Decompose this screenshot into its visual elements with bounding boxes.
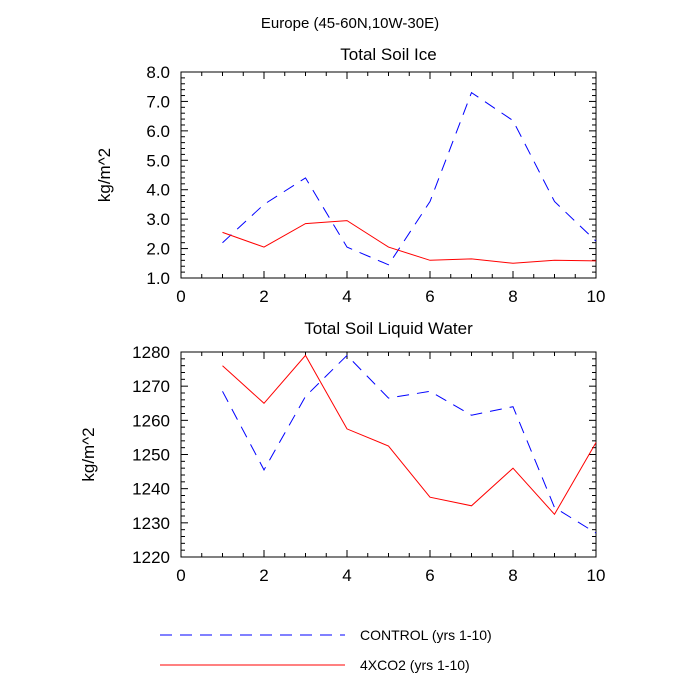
x-tick-label: 0 <box>176 566 185 585</box>
y-tick-label: 6.0 <box>146 122 170 141</box>
y-tick-label: 4.0 <box>146 181 170 200</box>
x-tick-label: 2 <box>259 566 268 585</box>
y-tick-label: 5.0 <box>146 151 170 170</box>
x-tick-label: 2 <box>259 287 268 306</box>
panel-title: Total Soil Liquid Water <box>304 319 473 338</box>
y-tick-label: 1260 <box>132 411 170 430</box>
y-tick-label: 7.0 <box>146 92 170 111</box>
y-tick-label: 1250 <box>132 446 170 465</box>
panel-title: Total Soil Ice <box>340 45 436 64</box>
y-tick-label: 1220 <box>132 548 170 567</box>
x-tick-label: 10 <box>587 287 606 306</box>
chart-panel-soil-liquid-water: 0 2 4 6 8 10 1220 1230 1240 1250 1260 1270 1280 Total… <box>79 319 605 585</box>
legend-label: CONTROL (yrs 1-10) <box>360 627 492 643</box>
x-tick-label: 8 <box>508 287 517 306</box>
y-tick-label: 8.0 <box>146 63 170 82</box>
y-tick-label: 1.0 <box>146 269 170 288</box>
y-tick-label: 2.0 <box>146 240 170 259</box>
figure-title: Europe (45-60N,10W-30E) <box>261 15 439 32</box>
tick-marks <box>180 71 597 279</box>
x-tick-label: 6 <box>425 287 434 306</box>
series-line-4xco2 <box>222 220 597 264</box>
y-axis-label: kg/m^2 <box>95 148 114 202</box>
x-tick-label: 6 <box>425 566 434 585</box>
legend: CONTROL (yrs 1-10) 4XCO2 (yrs 1-10) <box>160 627 492 673</box>
y-tick-label: 1280 <box>132 343 170 362</box>
series-line-control <box>222 91 597 266</box>
x-tick-label: 10 <box>587 566 606 585</box>
y-tick-label: 1230 <box>132 514 170 533</box>
chart-panels: 0 2 4 6 8 10 1.0 2.0 3.0 4.0 5.0 6.0 7.0 8.0 Total Soi… <box>79 45 605 585</box>
tick-marks <box>180 351 597 558</box>
series-line-4xco2 <box>222 354 597 516</box>
y-axis-label: kg/m^2 <box>79 427 98 481</box>
x-tick-label: 4 <box>342 287 351 306</box>
x-tick-label: 4 <box>342 566 351 585</box>
y-tick-label: 1270 <box>132 377 170 396</box>
y-tick-label: 3.0 <box>146 210 170 229</box>
series-line-control <box>222 354 597 534</box>
y-tick-label: 1240 <box>132 480 170 499</box>
chart-panel-soil-ice: 0 2 4 6 8 10 1.0 2.0 3.0 4.0 5.0 6.0 7.0 8.0 Total Soi… <box>95 45 605 306</box>
legend-label: 4XCO2 (yrs 1-10) <box>360 657 470 673</box>
x-tick-label: 8 <box>508 566 517 585</box>
x-tick-label: 0 <box>176 287 185 306</box>
